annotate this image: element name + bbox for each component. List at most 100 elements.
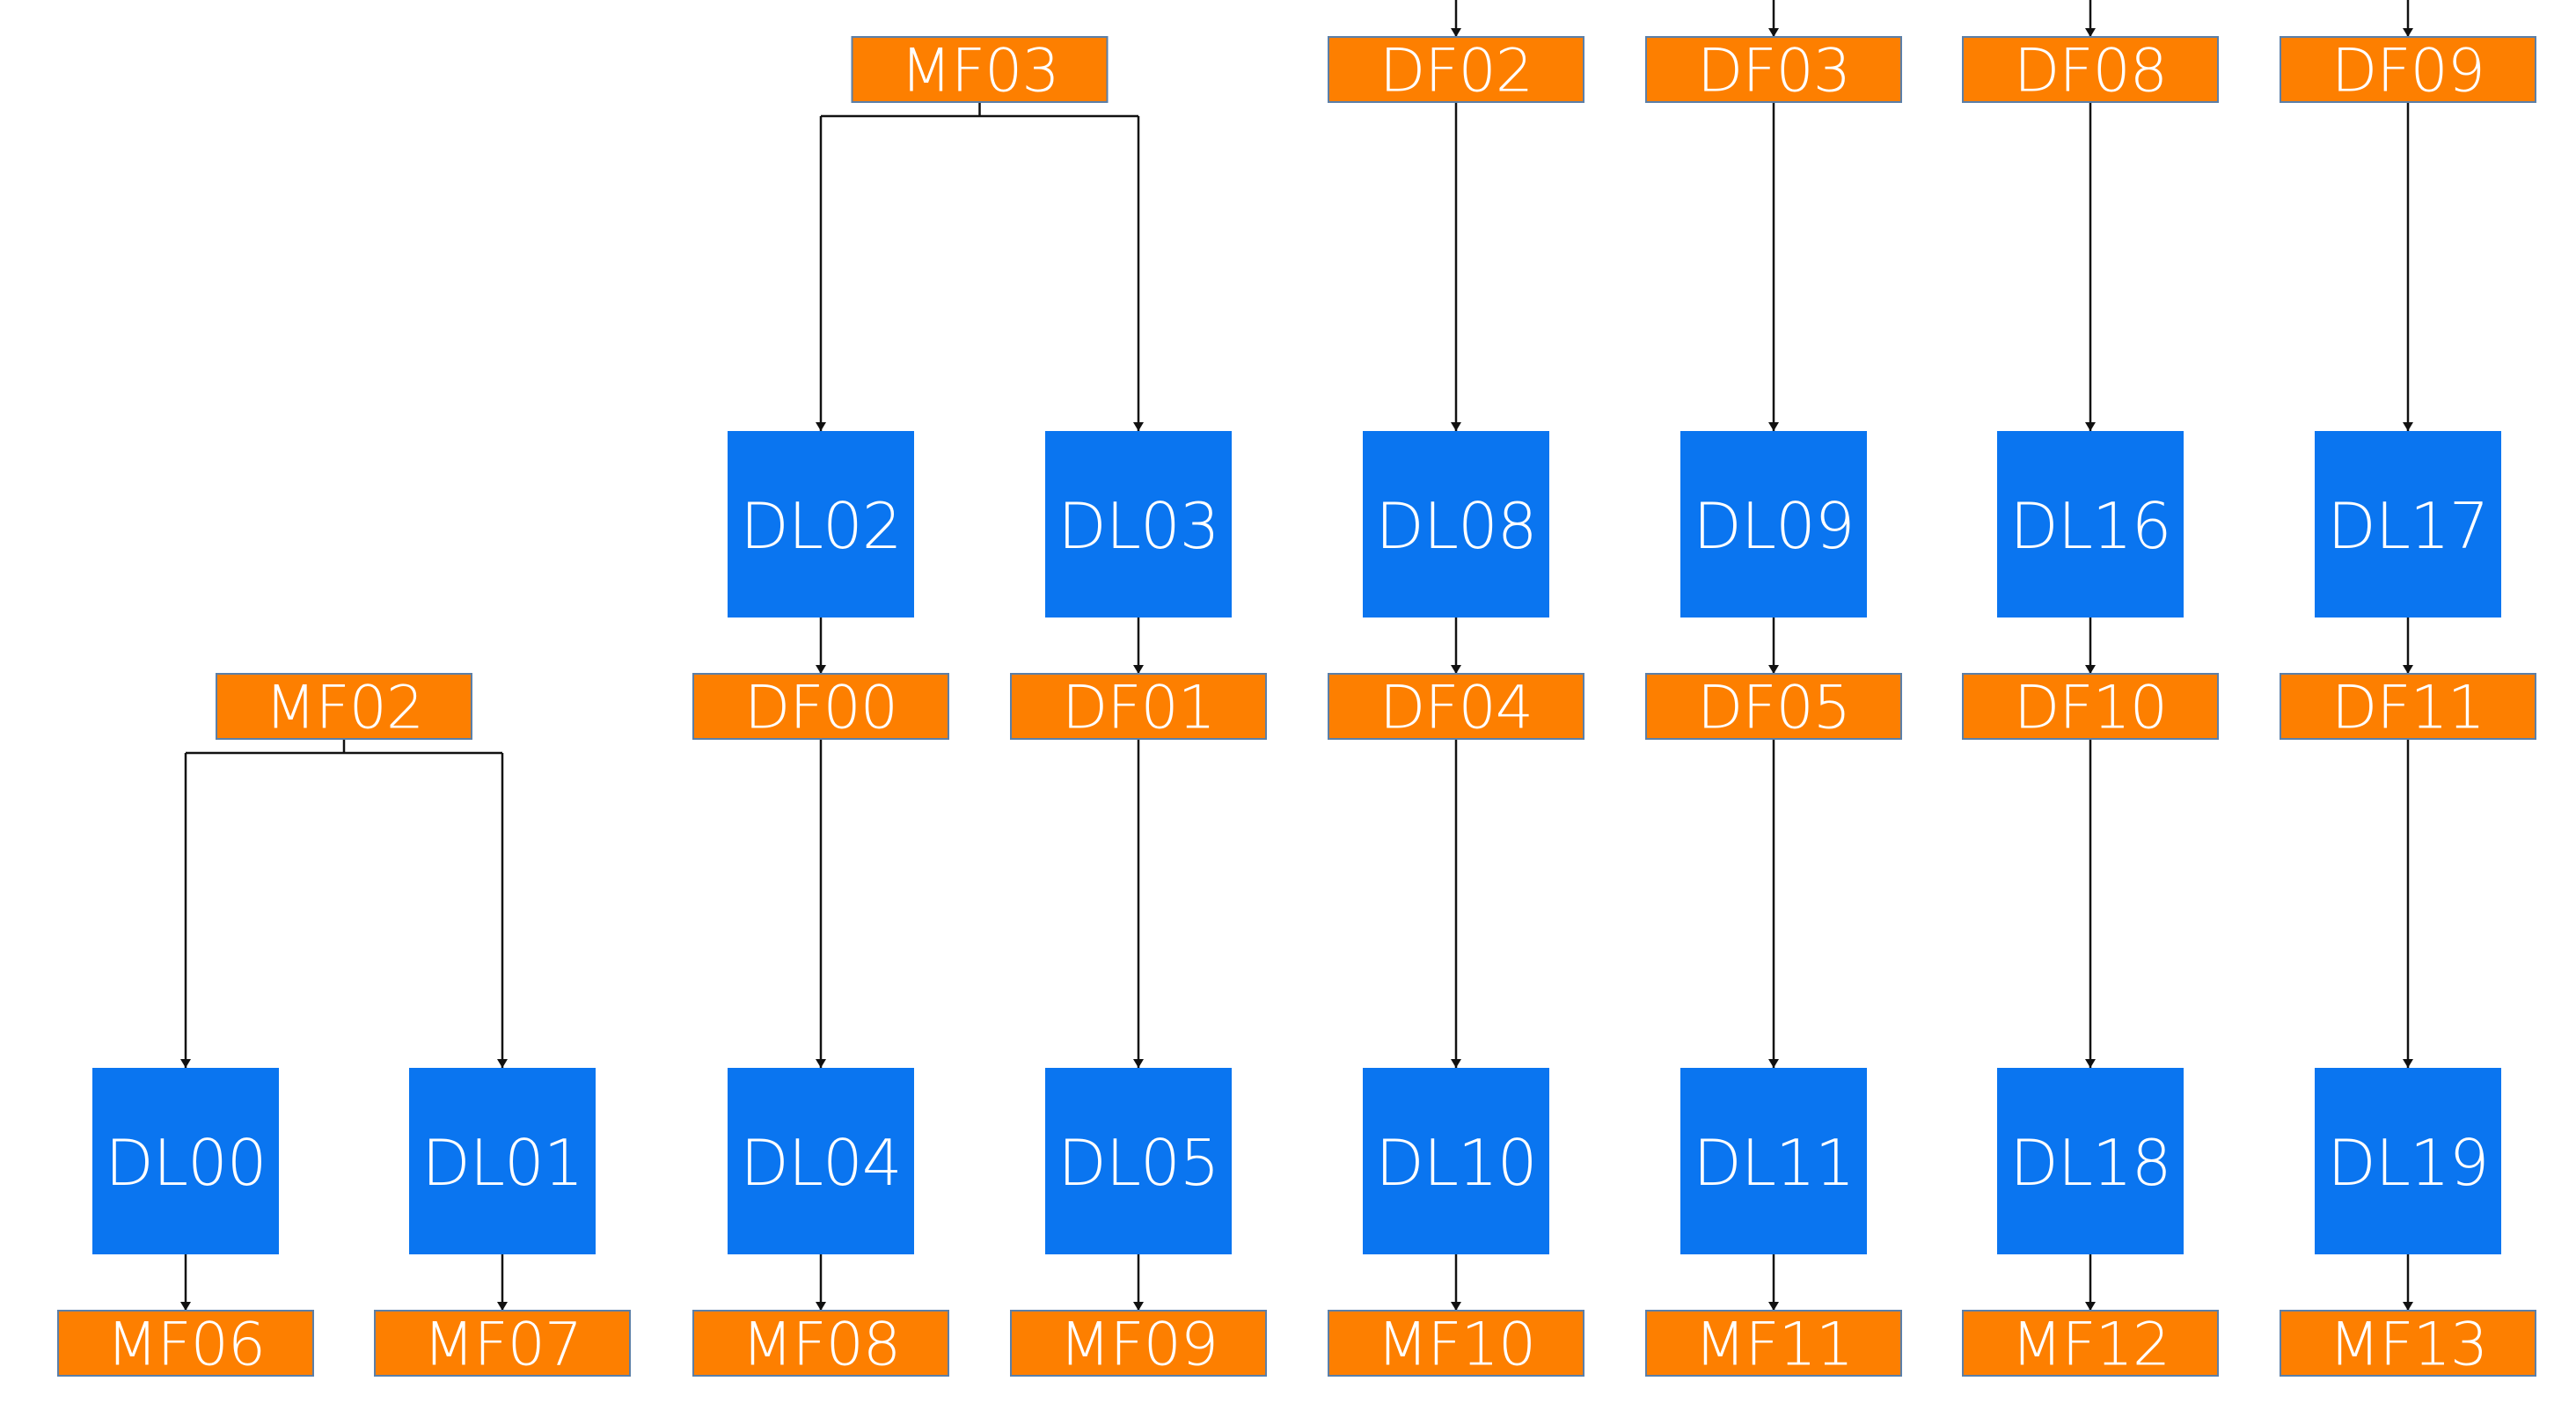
- node-layer: DL00 MF06 DL01 MF07 MF02 DL02 DF00 DL04 MF08 DL03…: [57, 36, 2536, 1380]
- arrow-icon: [1451, 665, 1461, 674]
- dl-box: [1363, 1068, 1549, 1254]
- node-label: DL03: [1057, 489, 1218, 563]
- node-label: DL05: [1057, 1126, 1218, 1200]
- df-node-df02: DF02: [1328, 36, 1584, 106]
- mf-node-mf06: MF06: [57, 1310, 314, 1380]
- arrow-icon: [816, 1059, 826, 1068]
- df-node-df00: DF00: [692, 673, 949, 743]
- node-label: MF07: [423, 1311, 582, 1380]
- node-label: DF11: [2331, 674, 2485, 743]
- node-label: DL17: [2327, 489, 2488, 563]
- node-label: MF02: [265, 674, 423, 743]
- arrow-icon: [1133, 1302, 1144, 1311]
- arrow-icon: [1451, 1302, 1461, 1311]
- mf-box: [57, 1310, 314, 1377]
- dl-box: [728, 1068, 914, 1254]
- dl-box: [1363, 431, 1549, 618]
- arrow-icon: [2403, 422, 2413, 431]
- df-node-df03: DF03: [1645, 36, 1902, 106]
- mf-node-mf09: MF09: [1010, 1310, 1267, 1380]
- arrow-icon: [2403, 28, 2413, 37]
- arrow-icon: [180, 1059, 191, 1068]
- node-label: MF08: [742, 1311, 900, 1380]
- node-label: DL02: [740, 489, 901, 563]
- dl-node-dl17: DL17: [2315, 431, 2501, 618]
- node-label: DF10: [2014, 674, 2167, 743]
- dl-box: [1680, 431, 1867, 618]
- arrow-icon: [2403, 665, 2413, 674]
- mf-node-mf10: MF10: [1328, 1310, 1584, 1380]
- arrow-icon: [1133, 422, 1144, 431]
- mf-node-mf07: MF07: [374, 1310, 631, 1380]
- node-label: DF05: [1697, 674, 1850, 743]
- node-label: MF12: [2011, 1311, 2170, 1380]
- arrow-icon: [1768, 665, 1779, 674]
- mf-node-mf02: MF02: [216, 673, 472, 743]
- arrow-icon: [1451, 422, 1461, 431]
- mf-box: [216, 673, 472, 740]
- dl-node-dl10: DL10: [1363, 1068, 1549, 1254]
- mf-node-mf08: MF08: [692, 1310, 949, 1380]
- df-node-df11: DF11: [2280, 673, 2536, 743]
- node-label: DL16: [2009, 489, 2170, 563]
- df-node-df09: DF09: [2280, 36, 2536, 106]
- arrow-icon: [2403, 1302, 2413, 1311]
- df-node-df05: DF05: [1645, 673, 1902, 743]
- dl-node-dl04: DL04: [728, 1068, 914, 1254]
- mf-box: [1962, 673, 2219, 740]
- mf-box: [1328, 36, 1584, 103]
- mf-node-mf13: MF13: [2280, 1310, 2536, 1380]
- mf-box: [1010, 1310, 1267, 1377]
- mf-box: [374, 1310, 631, 1377]
- node-label: DL04: [740, 1126, 901, 1200]
- arrow-icon: [497, 1059, 508, 1068]
- arrow-icon: [816, 665, 826, 674]
- dl-box: [409, 1068, 596, 1254]
- arrow-icon: [2085, 1302, 2096, 1311]
- arrow-icon: [180, 1302, 191, 1311]
- node-label: DF08: [2014, 37, 2167, 106]
- node-label: DL01: [421, 1126, 582, 1200]
- dl-node-dl16: DL16: [1997, 431, 2184, 618]
- mf-box: [692, 673, 949, 740]
- dl-node-dl09: DL09: [1680, 431, 1867, 618]
- arrow-icon: [1451, 28, 1461, 37]
- dl-box: [2315, 1068, 2501, 1254]
- mf-node-mf03: MF03: [851, 36, 1109, 106]
- node-label: DF00: [744, 674, 897, 743]
- mf-box: [851, 36, 1109, 103]
- node-label: DF03: [1697, 37, 1850, 106]
- node-label: DL10: [1375, 1126, 1536, 1200]
- mf-box: [1328, 673, 1584, 740]
- arrow-icon: [2085, 422, 2096, 431]
- arrow-icon: [2085, 665, 2096, 674]
- dl-box: [728, 431, 914, 618]
- arrow-icon: [816, 422, 826, 431]
- node-label: DL08: [1375, 489, 1536, 563]
- mf-node-mf11: MF11: [1645, 1310, 1902, 1380]
- arrow-icon: [1768, 1059, 1779, 1068]
- dl-node-dl19: DL19: [2315, 1068, 2501, 1254]
- mf-node-mf12: MF12: [1962, 1310, 2219, 1380]
- mf-box: [1962, 1310, 2219, 1377]
- arrow-icon: [816, 1302, 826, 1311]
- node-label: DL09: [1693, 489, 1854, 563]
- node-label: MF06: [106, 1311, 265, 1380]
- node-label: DF04: [1379, 674, 1533, 743]
- dl-box: [1997, 431, 2184, 618]
- dl-node-dl02: DL02: [728, 431, 914, 618]
- node-label: DF01: [1062, 674, 1215, 743]
- dl-node-dl08: DL08: [1363, 431, 1549, 618]
- node-label: MF03: [900, 37, 1058, 106]
- df-node-df01: DF01: [1010, 673, 1267, 743]
- dl-box: [1680, 1068, 1867, 1254]
- arrow-icon: [1133, 665, 1144, 674]
- node-label: MF10: [1377, 1311, 1535, 1380]
- arrow-icon: [1133, 1059, 1144, 1068]
- dl-node-dl00: DL00: [92, 1068, 279, 1254]
- arrow-icon: [2403, 1059, 2413, 1068]
- arrow-icon: [2085, 1059, 2096, 1068]
- mf-box: [1328, 1310, 1584, 1377]
- arrow-icon: [1768, 1302, 1779, 1311]
- node-label: DL11: [1693, 1126, 1854, 1200]
